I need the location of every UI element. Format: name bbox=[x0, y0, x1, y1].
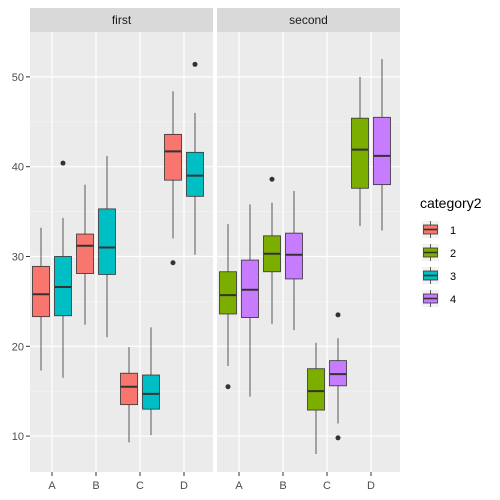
facet-panel-first: first A B C D bbox=[30, 8, 213, 492]
outlier-point bbox=[335, 435, 341, 441]
box-second-D-2 bbox=[351, 76, 369, 226]
y-axis: 10 20 30 40 50 bbox=[12, 72, 30, 443]
box-first-C-3 bbox=[142, 327, 160, 436]
legend-title: category2 bbox=[420, 195, 482, 211]
box-second-A-4 bbox=[241, 204, 259, 397]
legend-entry-1: 1 bbox=[422, 221, 456, 238]
box-first-D-3 bbox=[186, 61, 204, 255]
legend-entry-label: 2 bbox=[450, 248, 456, 260]
x-tick-label: D bbox=[367, 480, 375, 492]
box-iqr bbox=[32, 265, 50, 318]
panel-background bbox=[30, 32, 213, 472]
y-tick-label: 50 bbox=[12, 72, 24, 84]
box-second-B-2 bbox=[263, 176, 281, 324]
box-second-A-2 bbox=[219, 224, 237, 390]
box-first-D-1 bbox=[164, 91, 182, 266]
box-iqr bbox=[307, 368, 325, 411]
box-first-A-1 bbox=[32, 227, 50, 371]
x-tick-label: A bbox=[235, 480, 243, 492]
x-tick-label: B bbox=[92, 480, 99, 492]
x-tick-label: A bbox=[48, 480, 56, 492]
box-first-B-3 bbox=[98, 155, 116, 338]
outlier-point bbox=[60, 160, 66, 166]
legend-entry-2: 2 bbox=[422, 244, 456, 261]
box-second-D-4 bbox=[373, 58, 391, 231]
legend-entry-label: 3 bbox=[450, 271, 456, 283]
legend-entry-3: 3 bbox=[422, 267, 456, 284]
outlier-point bbox=[170, 260, 176, 266]
outlier-point bbox=[225, 384, 231, 390]
facet-strip bbox=[217, 8, 400, 32]
outlier-point bbox=[269, 176, 275, 182]
box-iqr bbox=[164, 133, 182, 181]
y-tick-label: 40 bbox=[12, 162, 24, 174]
x-tick-label: B bbox=[279, 480, 286, 492]
box-iqr bbox=[120, 372, 138, 406]
legend-entry-4: 4 bbox=[422, 290, 456, 307]
box-iqr bbox=[98, 208, 116, 275]
facet-strip-label: first bbox=[112, 13, 132, 27]
box-iqr bbox=[186, 151, 204, 197]
y-tick-label: 10 bbox=[12, 431, 24, 443]
box-first-A-3 bbox=[54, 160, 72, 378]
legend-entry-label: 4 bbox=[450, 294, 456, 306]
x-tick-label: C bbox=[323, 480, 331, 492]
box-iqr bbox=[285, 232, 303, 280]
y-tick-label: 20 bbox=[12, 341, 24, 353]
x-tick-label: D bbox=[180, 480, 188, 492]
box-first-C-1 bbox=[120, 347, 138, 443]
legend-entry-label: 1 bbox=[450, 225, 456, 237]
outlier-point bbox=[192, 61, 198, 67]
legend: category2 1 2 3 4 bbox=[420, 195, 482, 307]
box-iqr bbox=[219, 271, 237, 315]
facet-strip-label: second bbox=[289, 13, 328, 27]
box-iqr bbox=[142, 374, 160, 410]
box-second-C-2 bbox=[307, 342, 325, 455]
box-iqr bbox=[351, 117, 369, 189]
facet-strip bbox=[30, 8, 213, 32]
y-tick-label: 30 bbox=[12, 251, 24, 263]
box-iqr bbox=[373, 116, 391, 186]
facet-panel-second: second A B C D bbox=[217, 8, 400, 492]
box-first-B-1 bbox=[76, 184, 94, 325]
box-second-C-4 bbox=[329, 312, 347, 441]
x-tick-label: C bbox=[136, 480, 144, 492]
outlier-point bbox=[335, 312, 341, 318]
box-iqr bbox=[76, 233, 94, 274]
box-second-B-4 bbox=[285, 190, 303, 331]
